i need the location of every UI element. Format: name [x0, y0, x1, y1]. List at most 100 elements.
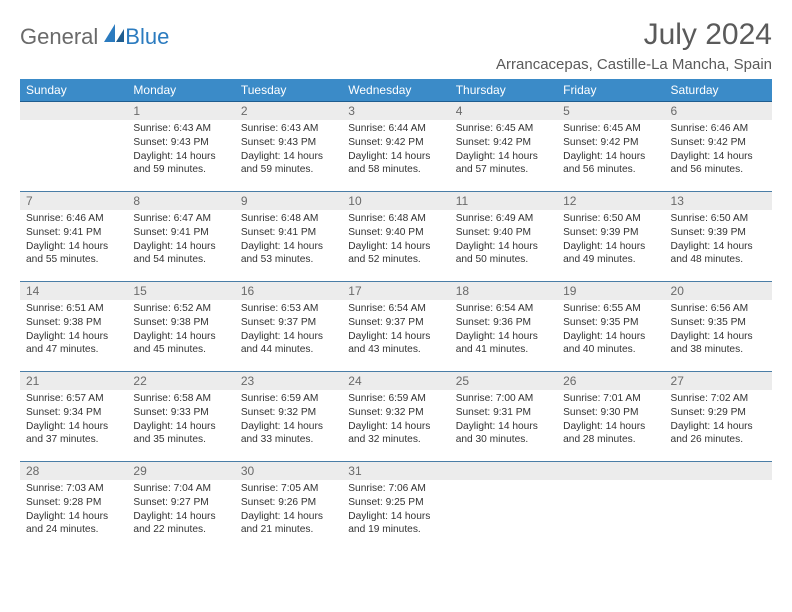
- weekday-header: Monday: [127, 79, 234, 102]
- empty-day: [557, 462, 664, 480]
- day-number: 21: [20, 372, 127, 390]
- day-details: Sunrise: 6:58 AMSunset: 9:33 PMDaylight:…: [127, 390, 234, 451]
- day-number: 19: [557, 282, 664, 300]
- day-number: 28: [20, 462, 127, 480]
- calendar-cell: 18Sunrise: 6:54 AMSunset: 9:36 PMDayligh…: [450, 282, 557, 372]
- day-number: 13: [665, 192, 772, 210]
- day-number: 29: [127, 462, 234, 480]
- calendar-cell: 5Sunrise: 6:45 AMSunset: 9:42 PMDaylight…: [557, 102, 664, 192]
- day-details: Sunrise: 6:54 AMSunset: 9:36 PMDaylight:…: [450, 300, 557, 361]
- day-details: Sunrise: 6:43 AMSunset: 9:43 PMDaylight:…: [127, 120, 234, 181]
- day-details: Sunrise: 6:43 AMSunset: 9:43 PMDaylight:…: [235, 120, 342, 181]
- day-details: Sunrise: 7:03 AMSunset: 9:28 PMDaylight:…: [20, 480, 127, 541]
- calendar-cell: 2Sunrise: 6:43 AMSunset: 9:43 PMDaylight…: [235, 102, 342, 192]
- calendar-cell: 12Sunrise: 6:50 AMSunset: 9:39 PMDayligh…: [557, 192, 664, 282]
- day-number: 25: [450, 372, 557, 390]
- location-subtitle: Arrancacepas, Castille-La Mancha, Spain: [496, 56, 772, 73]
- day-number: 23: [235, 372, 342, 390]
- day-number: 1: [127, 102, 234, 120]
- day-number: 12: [557, 192, 664, 210]
- calendar-cell: 19Sunrise: 6:55 AMSunset: 9:35 PMDayligh…: [557, 282, 664, 372]
- calendar-cell: 1Sunrise: 6:43 AMSunset: 9:43 PMDaylight…: [127, 102, 234, 192]
- day-details: Sunrise: 7:02 AMSunset: 9:29 PMDaylight:…: [665, 390, 772, 451]
- day-number: 2: [235, 102, 342, 120]
- weekday-header: Wednesday: [342, 79, 449, 102]
- day-details: Sunrise: 7:00 AMSunset: 9:31 PMDaylight:…: [450, 390, 557, 451]
- calendar-cell: 4Sunrise: 6:45 AMSunset: 9:42 PMDaylight…: [450, 102, 557, 192]
- calendar-header-row: SundayMondayTuesdayWednesdayThursdayFrid…: [20, 79, 772, 102]
- weekday-header: Sunday: [20, 79, 127, 102]
- calendar-cell: 26Sunrise: 7:01 AMSunset: 9:30 PMDayligh…: [557, 372, 664, 462]
- day-details: Sunrise: 6:57 AMSunset: 9:34 PMDaylight:…: [20, 390, 127, 451]
- calendar-cell: 14Sunrise: 6:51 AMSunset: 9:38 PMDayligh…: [20, 282, 127, 372]
- calendar-cell: 8Sunrise: 6:47 AMSunset: 9:41 PMDaylight…: [127, 192, 234, 282]
- day-details: Sunrise: 6:51 AMSunset: 9:38 PMDaylight:…: [20, 300, 127, 361]
- day-number: 5: [557, 102, 664, 120]
- day-number: 30: [235, 462, 342, 480]
- logo-text-general: General: [20, 24, 98, 50]
- day-details: Sunrise: 7:06 AMSunset: 9:25 PMDaylight:…: [342, 480, 449, 541]
- weekday-header: Thursday: [450, 79, 557, 102]
- day-details: Sunrise: 7:01 AMSunset: 9:30 PMDaylight:…: [557, 390, 664, 451]
- calendar-row: 14Sunrise: 6:51 AMSunset: 9:38 PMDayligh…: [20, 282, 772, 372]
- weekday-header: Saturday: [665, 79, 772, 102]
- logo-sail-icon: [103, 23, 125, 48]
- calendar-cell: 25Sunrise: 7:00 AMSunset: 9:31 PMDayligh…: [450, 372, 557, 462]
- calendar-cell: 9Sunrise: 6:48 AMSunset: 9:41 PMDaylight…: [235, 192, 342, 282]
- month-title: July 2024: [496, 18, 772, 52]
- day-details: Sunrise: 6:50 AMSunset: 9:39 PMDaylight:…: [665, 210, 772, 271]
- day-details: Sunrise: 6:45 AMSunset: 9:42 PMDaylight:…: [450, 120, 557, 181]
- calendar-table: SundayMondayTuesdayWednesdayThursdayFrid…: [20, 79, 772, 552]
- day-details: Sunrise: 6:50 AMSunset: 9:39 PMDaylight:…: [557, 210, 664, 271]
- calendar-row: 21Sunrise: 6:57 AMSunset: 9:34 PMDayligh…: [20, 372, 772, 462]
- weekday-header: Tuesday: [235, 79, 342, 102]
- day-details: Sunrise: 6:52 AMSunset: 9:38 PMDaylight:…: [127, 300, 234, 361]
- day-number: 24: [342, 372, 449, 390]
- day-number: 27: [665, 372, 772, 390]
- day-number: 8: [127, 192, 234, 210]
- day-number: 11: [450, 192, 557, 210]
- logo-text-blue: Blue: [125, 24, 169, 50]
- day-details: Sunrise: 6:45 AMSunset: 9:42 PMDaylight:…: [557, 120, 664, 181]
- day-number: 31: [342, 462, 449, 480]
- day-details: Sunrise: 6:56 AMSunset: 9:35 PMDaylight:…: [665, 300, 772, 361]
- day-number: 6: [665, 102, 772, 120]
- day-number: 26: [557, 372, 664, 390]
- day-number: 20: [665, 282, 772, 300]
- calendar-cell: 27Sunrise: 7:02 AMSunset: 9:29 PMDayligh…: [665, 372, 772, 462]
- day-number: 3: [342, 102, 449, 120]
- calendar-cell: 13Sunrise: 6:50 AMSunset: 9:39 PMDayligh…: [665, 192, 772, 282]
- calendar-cell: 29Sunrise: 7:04 AMSunset: 9:27 PMDayligh…: [127, 462, 234, 552]
- day-number: 18: [450, 282, 557, 300]
- day-details: Sunrise: 6:54 AMSunset: 9:37 PMDaylight:…: [342, 300, 449, 361]
- day-details: Sunrise: 6:46 AMSunset: 9:41 PMDaylight:…: [20, 210, 127, 271]
- calendar-cell: 20Sunrise: 6:56 AMSunset: 9:35 PMDayligh…: [665, 282, 772, 372]
- day-number: 9: [235, 192, 342, 210]
- calendar-cell: 22Sunrise: 6:58 AMSunset: 9:33 PMDayligh…: [127, 372, 234, 462]
- day-details: Sunrise: 7:04 AMSunset: 9:27 PMDaylight:…: [127, 480, 234, 541]
- calendar-row: 28Sunrise: 7:03 AMSunset: 9:28 PMDayligh…: [20, 462, 772, 552]
- calendar-cell: 3Sunrise: 6:44 AMSunset: 9:42 PMDaylight…: [342, 102, 449, 192]
- calendar-row: 1Sunrise: 6:43 AMSunset: 9:43 PMDaylight…: [20, 102, 772, 192]
- day-number: 22: [127, 372, 234, 390]
- day-number: 10: [342, 192, 449, 210]
- calendar-cell: [557, 462, 664, 552]
- day-number: 17: [342, 282, 449, 300]
- day-details: Sunrise: 6:47 AMSunset: 9:41 PMDaylight:…: [127, 210, 234, 271]
- day-number: 15: [127, 282, 234, 300]
- calendar-body: 1Sunrise: 6:43 AMSunset: 9:43 PMDaylight…: [20, 102, 772, 552]
- day-details: Sunrise: 6:53 AMSunset: 9:37 PMDaylight:…: [235, 300, 342, 361]
- calendar-cell: 24Sunrise: 6:59 AMSunset: 9:32 PMDayligh…: [342, 372, 449, 462]
- empty-day: [665, 462, 772, 480]
- calendar-cell: 6Sunrise: 6:46 AMSunset: 9:42 PMDaylight…: [665, 102, 772, 192]
- page-header: General Blue July 2024 Arrancacepas, Cas…: [20, 18, 772, 73]
- calendar-cell: 30Sunrise: 7:05 AMSunset: 9:26 PMDayligh…: [235, 462, 342, 552]
- day-number: 16: [235, 282, 342, 300]
- calendar-cell: 10Sunrise: 6:48 AMSunset: 9:40 PMDayligh…: [342, 192, 449, 282]
- empty-day: [20, 102, 127, 120]
- title-block: July 2024 Arrancacepas, Castille-La Manc…: [496, 18, 772, 73]
- calendar-cell: 31Sunrise: 7:06 AMSunset: 9:25 PMDayligh…: [342, 462, 449, 552]
- calendar-cell: [20, 102, 127, 192]
- day-details: Sunrise: 6:46 AMSunset: 9:42 PMDaylight:…: [665, 120, 772, 181]
- day-number: 4: [450, 102, 557, 120]
